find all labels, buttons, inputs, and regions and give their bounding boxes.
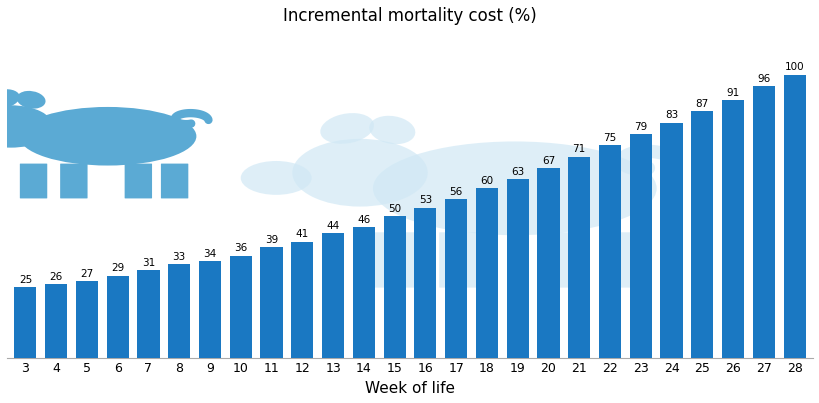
Text: 36: 36	[234, 243, 247, 253]
Text: 27: 27	[80, 269, 93, 279]
Bar	[445, 199, 467, 357]
Ellipse shape	[16, 91, 46, 109]
Bar	[629, 134, 651, 357]
Bar	[536, 168, 559, 357]
Text: 39: 39	[265, 235, 278, 245]
Ellipse shape	[0, 89, 20, 108]
Ellipse shape	[373, 141, 656, 235]
Bar	[352, 227, 374, 357]
Text: 60: 60	[480, 175, 493, 185]
Text: 79: 79	[633, 122, 646, 132]
Bar	[475, 188, 497, 357]
Text: 25: 25	[19, 274, 32, 285]
Text: 100: 100	[784, 62, 803, 72]
Bar	[45, 284, 67, 357]
Bar	[783, 75, 805, 357]
FancyBboxPatch shape	[374, 232, 417, 288]
Text: 91: 91	[726, 88, 739, 98]
Text: 46: 46	[357, 215, 370, 225]
Text: 87: 87	[695, 99, 708, 109]
Text: 44: 44	[326, 221, 339, 231]
FancyBboxPatch shape	[541, 232, 585, 288]
Bar	[506, 179, 528, 357]
Text: 56: 56	[449, 187, 462, 197]
Bar	[106, 276, 129, 357]
Text: 75: 75	[603, 133, 616, 143]
Bar	[690, 111, 713, 357]
Title: Incremental mortality cost (%): Incremental mortality cost (%)	[283, 7, 536, 25]
Text: 34: 34	[203, 249, 216, 259]
FancyBboxPatch shape	[124, 164, 152, 198]
Text: 50: 50	[387, 204, 400, 214]
Bar	[598, 145, 620, 357]
Bar	[291, 241, 313, 357]
Ellipse shape	[241, 161, 311, 195]
Ellipse shape	[19, 107, 196, 166]
Bar	[76, 281, 98, 357]
Text: 26: 26	[49, 272, 63, 282]
Text: 53: 53	[419, 195, 432, 205]
X-axis label: Week of life: Week of life	[364, 381, 455, 396]
Bar	[568, 157, 590, 357]
Text: 31: 31	[142, 258, 155, 268]
FancyBboxPatch shape	[60, 164, 88, 198]
FancyBboxPatch shape	[600, 232, 642, 288]
Text: 83: 83	[664, 110, 677, 120]
FancyBboxPatch shape	[20, 164, 48, 198]
Bar	[14, 287, 36, 357]
Text: 29: 29	[111, 263, 124, 273]
Text: 71: 71	[572, 144, 585, 154]
Ellipse shape	[369, 116, 415, 144]
Bar	[721, 100, 743, 357]
Bar	[199, 262, 221, 357]
Bar	[138, 270, 160, 357]
Bar	[383, 216, 405, 357]
Bar	[659, 123, 681, 357]
Bar	[229, 256, 251, 357]
Text: 67: 67	[541, 156, 554, 166]
FancyBboxPatch shape	[439, 232, 482, 288]
Bar	[168, 264, 190, 357]
Text: 33: 33	[173, 252, 186, 262]
Ellipse shape	[320, 113, 373, 144]
Ellipse shape	[0, 105, 53, 147]
Ellipse shape	[292, 139, 428, 207]
Bar	[752, 86, 774, 357]
Bar	[414, 208, 436, 357]
Bar	[322, 233, 344, 357]
Text: 63: 63	[510, 167, 523, 177]
Text: 41: 41	[296, 229, 309, 239]
FancyBboxPatch shape	[161, 164, 188, 198]
Bar	[260, 247, 283, 357]
Text: 96: 96	[756, 74, 770, 83]
